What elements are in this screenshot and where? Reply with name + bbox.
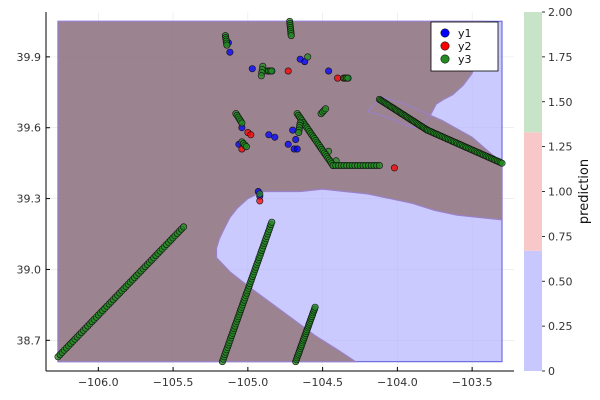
y1-point (292, 136, 300, 144)
legend-label-y1: y1 (458, 27, 472, 40)
y3-point (287, 32, 295, 40)
x-tick-label: −105.0 (227, 376, 268, 389)
y3-point (295, 129, 303, 137)
colorbar-tick-label: 0.75 (548, 230, 573, 243)
y-tick-label: 39.9 (17, 51, 42, 64)
colorbar-tick-label: 1.00 (548, 186, 573, 199)
colorbar-tick-label: 0.50 (548, 275, 573, 288)
data-points (54, 17, 506, 366)
legend-label-y3: y3 (458, 53, 472, 66)
y3-point (322, 105, 330, 113)
y3-point (223, 41, 231, 49)
legend-marker-y2 (440, 41, 450, 51)
x-axis-ticks: −106.0 −105.5 −105.0 −104.5 −104.0 −103.5 (78, 367, 493, 389)
y-tick-label: 39.3 (17, 193, 42, 206)
y3-point (242, 143, 250, 151)
x-tick-label: −105.5 (153, 376, 194, 389)
colorbar-band-0 (524, 250, 542, 371)
y3-point (238, 119, 246, 127)
y2-point (284, 67, 292, 75)
colorbar-tick-label: 1.75 (548, 51, 573, 64)
y3-point (344, 74, 352, 82)
legend-marker-y1 (440, 28, 450, 38)
colorbar-band-1 (524, 132, 542, 251)
y1-point (284, 140, 292, 148)
x-tick-label: −104.0 (377, 376, 418, 389)
y-axis-ticks: 38.7 39.0 39.3 39.6 39.9 (17, 51, 50, 347)
prediction-regions (57, 20, 503, 363)
y1-point (248, 65, 256, 73)
y1-point (265, 131, 273, 139)
y3-point (498, 159, 506, 167)
y1-point (226, 48, 234, 56)
colorbar-tick-label: 1.50 (548, 96, 573, 109)
y3-point (256, 190, 264, 198)
y2-point (390, 164, 398, 172)
colorbar: 0 0.25 0.50 0.75 1.00 1.25 1.50 1.75 2.00 predict… (524, 6, 592, 378)
colorbar-tick-label: 2.00 (548, 6, 573, 19)
y3-point (311, 303, 319, 311)
x-tick-label: −104.5 (302, 376, 343, 389)
y1-point (293, 145, 301, 153)
y3-point (304, 53, 312, 61)
y-tick-label: 38.7 (17, 334, 42, 347)
y3-point (375, 162, 383, 170)
colorbar-band-2 (524, 12, 542, 133)
y1-point (271, 133, 279, 141)
y1-point (289, 126, 297, 134)
y3-point (268, 218, 276, 226)
y-tick-label: 39.6 (17, 122, 42, 135)
x-tick-label: −106.0 (78, 376, 119, 389)
y2-point (334, 74, 342, 82)
axes (45, 12, 514, 372)
y3-point (180, 223, 188, 231)
legend-marker-y3 (440, 54, 450, 64)
y2-point (247, 131, 255, 139)
colorbar-tick-label: 1.25 (548, 141, 573, 154)
y-tick-label: 39.0 (17, 263, 42, 276)
legend-label-y2: y2 (458, 40, 472, 53)
x-tick-label: −103.5 (452, 376, 493, 389)
y3-point (257, 72, 265, 80)
colorbar-tick-label: 0.25 (548, 320, 573, 333)
colorbar-label: prediction (577, 159, 592, 224)
y2-point (256, 197, 264, 205)
y1-point (325, 67, 333, 75)
colorbar-tick-label: 0 (548, 365, 555, 378)
y3-point (268, 67, 276, 75)
